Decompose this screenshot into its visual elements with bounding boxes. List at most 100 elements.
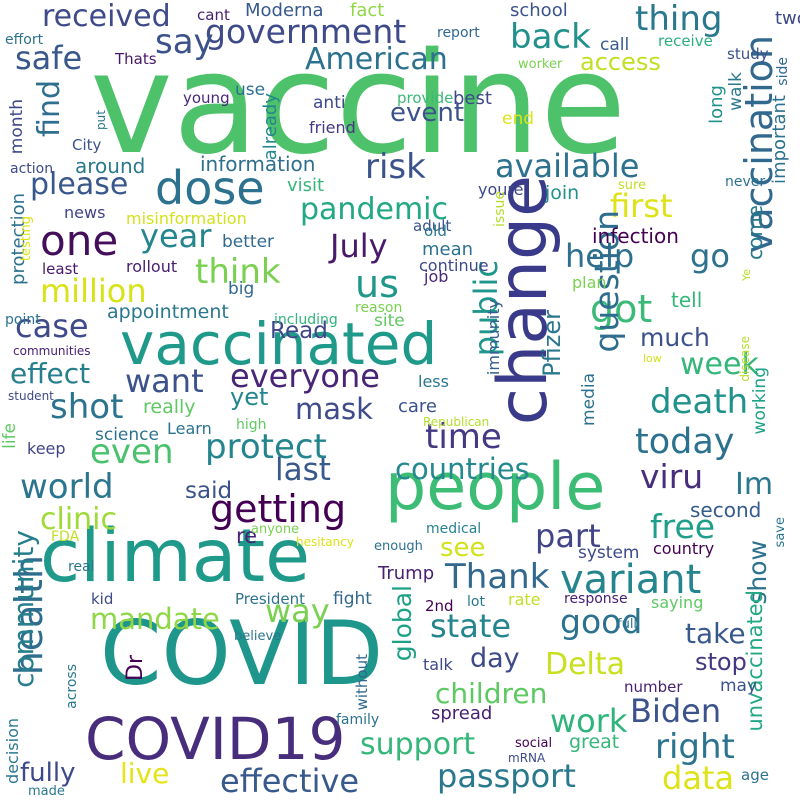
cloud-word: mandate [90,602,220,636]
cloud-word: long [706,85,727,124]
cloud-word: walk [726,72,746,111]
cloud-word: effort [5,32,44,48]
cloud-word: way [265,592,330,630]
cloud-word: people [385,450,606,525]
cloud-word: Im [735,467,774,502]
cloud-word: yet [230,383,269,411]
cloud-word: care [398,396,438,417]
cloud-word: good [560,602,643,641]
cloud-word: without [353,654,371,711]
cloud-word: community [7,530,40,688]
cloud-word: data [662,759,735,797]
cloud-word: system [578,543,640,563]
cloud-word: go [690,237,730,275]
cloud-word: keep [27,439,66,458]
cloud-word: Moderna [245,0,324,21]
cloud-word: President [235,590,305,608]
cloud-word: vaccine [90,23,627,186]
cloud-word: already [260,93,281,161]
cloud-word: Read [270,318,328,344]
cloud-word: response [564,591,628,607]
cloud-word: dose [155,161,265,215]
cloud-word: testing [19,216,34,262]
cloud-word: work [550,702,628,740]
cloud-word: may [720,676,758,696]
cloud-word: full [617,617,638,632]
cloud-word: life [0,423,20,449]
cloud-word: much [640,323,710,352]
cloud-word: time [425,417,502,457]
cloud-word: unvaccinated [743,590,767,732]
cloud-word: passport [437,757,576,795]
cloud-word: back [510,17,591,57]
cloud-word: saying [651,593,704,612]
cloud-word: infection [592,224,679,248]
cloud-word: around [75,154,146,178]
cloud-word: climate [40,514,311,599]
cloud-word: million [40,272,147,310]
cloud-word: risk [365,147,426,187]
cloud-word: access [580,48,661,76]
cloud-word: second [690,498,762,522]
cloud-word: mean [422,239,474,260]
cloud-word: save [773,517,788,548]
cloud-word: decision [3,718,22,784]
cloud-word: side [775,57,791,86]
cloud-word: year [140,217,212,255]
cloud-word: event [390,98,465,128]
cloud-word: COVID19 [85,705,346,773]
cloud-word: school [510,0,568,21]
cloud-word: big [228,279,255,299]
cloud-word: age [741,766,769,784]
cloud-word: week [680,347,759,382]
cloud-word: believe [234,629,282,644]
cloud-word: fully [20,758,76,788]
cloud-word: Thank [445,557,550,597]
cloud-word: countries [395,452,530,486]
cloud-word: world [20,467,114,507]
cloud-word: Trump [378,563,435,584]
cloud-word: continue [419,256,489,275]
cloud-word: rate [508,590,541,609]
cloud-word: support [360,727,476,762]
cloud-word: first [610,187,673,225]
cloud-word: medical [426,521,482,537]
cloud-word: Delta [545,647,626,682]
cloud-word: news [64,203,106,222]
cloud-word: enough [374,539,423,554]
cloud-word: high [236,417,267,433]
cloud-word: stop [695,648,747,676]
cloud-word: last [275,452,331,488]
cloud-word: part [535,517,601,555]
cloud-word: great [569,731,620,753]
cloud-word: City [72,136,102,154]
cloud-word: Republican [423,415,490,429]
cloud-word: re [236,524,258,548]
cloud-word: worker [518,57,563,72]
cloud-word: Pfizer [538,310,566,377]
cloud-word: misinformation [126,209,247,228]
cloud-word: working [750,367,770,435]
cloud-word: come [743,205,767,261]
cloud-word: today [635,422,735,462]
cloud-word: please [30,167,129,202]
cloud-word: communities [13,344,91,358]
cloud-word: rollout [126,257,178,276]
cloud-word: clinic [40,502,118,537]
cloud-word: youre [478,180,524,199]
cloud-word: Dr [123,655,148,681]
cloud-word: site [374,311,405,331]
cloud-word: two [775,8,800,29]
cloud-word: call [600,35,630,55]
cloud-word: global [388,585,417,662]
cloud-word: think [195,252,281,292]
cloud-word: country [653,539,715,558]
cloud-word: tell [671,288,703,312]
cloud-word: one [40,216,119,265]
cloud-word: study [727,45,769,63]
cloud-word: Biden [630,692,722,730]
cloud-word: say [155,22,214,62]
cloud-word: received [42,0,171,34]
cloud-word: take [685,617,746,650]
